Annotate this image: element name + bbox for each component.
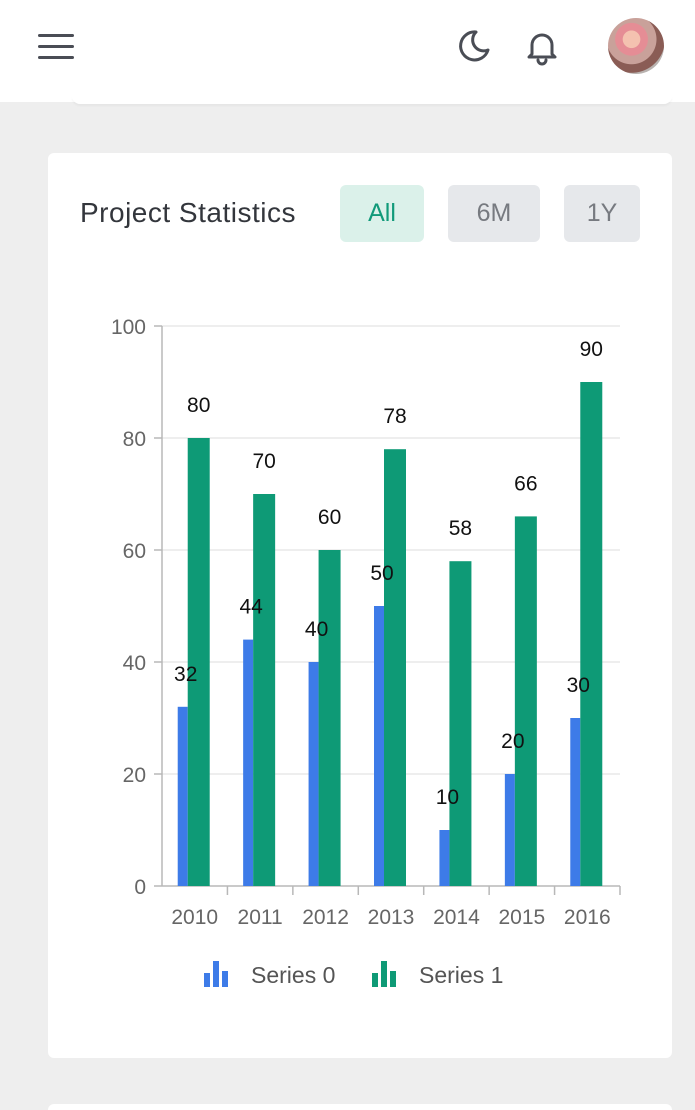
data-label-series-0: 50 [370, 562, 393, 585]
hamburger-menu-icon[interactable] [38, 34, 74, 60]
bar-series-0-2013 [374, 606, 384, 886]
data-label-series-0: 32 [174, 663, 197, 686]
x-tick-label: 2014 [433, 906, 480, 929]
data-label-series-0: 40 [305, 618, 328, 641]
card-title: Project Statistics [80, 197, 296, 228]
bar-series-0-2014 [439, 830, 450, 886]
x-tick-label: 2012 [302, 906, 349, 929]
bar-series-1-2010 [187, 438, 210, 886]
data-label-series-1: 70 [252, 450, 275, 473]
y-tick-label: 0 [134, 876, 146, 899]
filter-6m-button[interactable]: 6M [448, 185, 540, 242]
bar-series-0-2010 [177, 706, 188, 886]
data-label-series-1: 60 [318, 506, 341, 529]
filter-all-button[interactable]: All [340, 185, 424, 242]
y-tick-label: 40 [123, 652, 146, 675]
data-label-series-1: 80 [187, 394, 210, 417]
x-tick-label: 2015 [498, 906, 545, 929]
bar-series-0-2015 [504, 774, 515, 886]
bar-series-0-2016 [570, 718, 581, 886]
project-statistics-chart: 0204060801003280201044702011406020125078… [111, 316, 621, 988]
data-label-series-0: 10 [436, 786, 459, 809]
bar-series-1-2011 [253, 494, 276, 886]
x-tick-label: 2011 [238, 906, 283, 929]
avatar[interactable] [608, 18, 664, 74]
legend-series-0-icon [204, 961, 228, 987]
next-card-edge [48, 1104, 672, 1110]
data-label-series-0: 20 [501, 730, 524, 753]
previous-card-edge [72, 96, 672, 104]
bar-series-1-2012 [318, 550, 341, 886]
moon-icon[interactable] [456, 28, 492, 64]
y-tick-label: 100 [111, 316, 146, 339]
data-label-series-0: 30 [567, 674, 590, 697]
app-header [0, 0, 695, 102]
bar-series-0-2011 [243, 639, 254, 886]
x-tick-label: 2013 [368, 906, 415, 929]
filter-1y-button[interactable]: 1Y [564, 185, 640, 242]
project-statistics-card: Project Statistics All 6M 1Y 0 20 40 60 80 10… [48, 153, 672, 1058]
bar-series-1-2016 [580, 382, 603, 886]
data-label-series-1: 66 [514, 472, 537, 495]
y-tick-label: 80 [123, 428, 146, 451]
data-label-series-1: 58 [449, 517, 472, 540]
legend-series-1-icon [372, 961, 396, 987]
bar-series-1-2013 [384, 449, 406, 886]
legend-series-1-label: Series 1 [419, 962, 503, 988]
data-label-series-1: 90 [580, 338, 603, 361]
bar-series-1-2014 [449, 561, 472, 886]
bell-icon[interactable] [524, 28, 560, 66]
legend-series-0-label: Series 0 [251, 962, 335, 988]
bar-series-0-2012 [308, 662, 319, 886]
data-label-series-0: 44 [239, 596, 263, 619]
x-tick-label: 2010 [171, 906, 218, 929]
y-tick-label: 60 [123, 540, 146, 563]
x-tick-label: 2016 [564, 906, 611, 929]
data-label-series-1: 78 [383, 405, 406, 428]
bar-series-1-2015 [514, 516, 537, 886]
y-tick-label: 20 [123, 764, 146, 787]
